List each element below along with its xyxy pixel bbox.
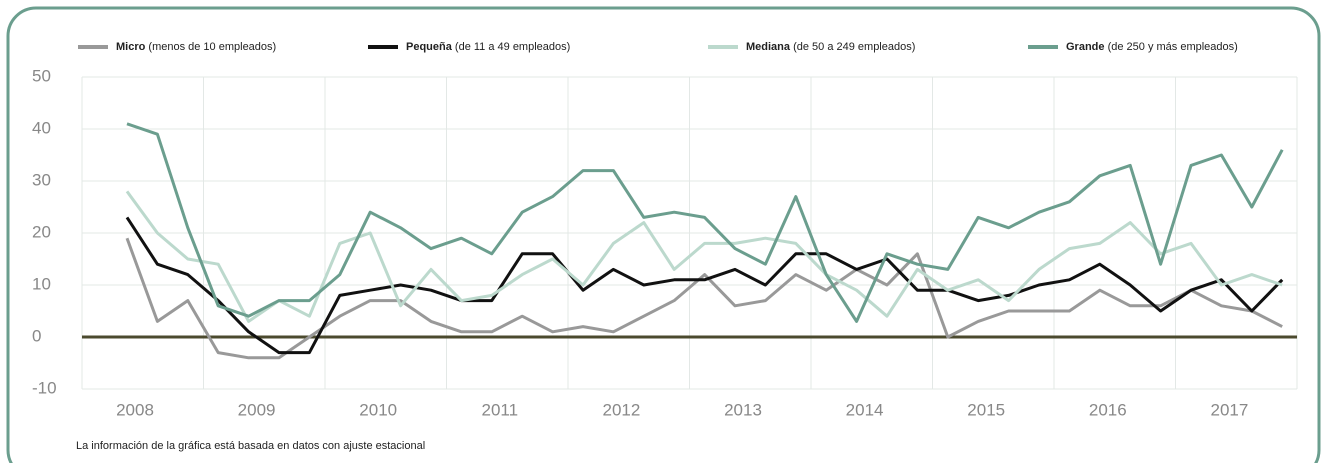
x-tick-label: 2013 — [724, 400, 762, 419]
y-tick-label: 20 — [32, 222, 51, 241]
y-tick-label: -10 — [32, 378, 57, 397]
legend-name: Pequeña — [406, 41, 453, 53]
x-tick-label: 2010 — [359, 400, 397, 419]
legend-name: Grande — [1066, 41, 1105, 53]
x-tick-label: 2009 — [238, 400, 276, 419]
legend-name: Mediana — [746, 41, 791, 53]
legend-detail: (de 50 a 249 empleados) — [793, 41, 915, 53]
y-tick-label: 10 — [32, 274, 51, 293]
legend-label: Grande (de 250 y más empleados) — [1066, 41, 1238, 53]
legend-detail: (menos de 10 empleados) — [148, 41, 276, 53]
legend-label: Mediana (de 50 a 249 empleados) — [746, 41, 915, 53]
legend-detail: (de 250 y más empleados) — [1108, 41, 1238, 53]
x-tick-label: 2017 — [1210, 400, 1248, 419]
legend-detail: (de 11 a 49 empleados) — [455, 41, 570, 53]
series-line — [125, 216, 1284, 355]
x-tick-label: 2016 — [1089, 400, 1127, 419]
frame — [6, 6, 1321, 463]
y-tick-label: 40 — [32, 118, 51, 137]
legend-name: Micro — [116, 41, 146, 53]
legend-label: Pequeña (de 11 a 49 empleados) — [406, 41, 570, 53]
x-tick-label: 2011 — [482, 400, 519, 419]
x-tick-label: 2012 — [602, 400, 640, 419]
y-tick-label: 30 — [32, 170, 51, 189]
series-line — [126, 122, 1284, 323]
series-line — [125, 237, 1283, 360]
x-tick-label: 2014 — [846, 400, 884, 419]
note: La información de la gráfica está basada… — [76, 440, 425, 452]
x-tick-label: 2008 — [116, 400, 154, 419]
x-tick-label: 2015 — [967, 400, 1005, 419]
y-tick-label: 50 — [32, 66, 51, 85]
legend-label: Micro (menos de 10 empleados) — [116, 41, 276, 53]
y-tick-label: 0 — [32, 326, 41, 345]
